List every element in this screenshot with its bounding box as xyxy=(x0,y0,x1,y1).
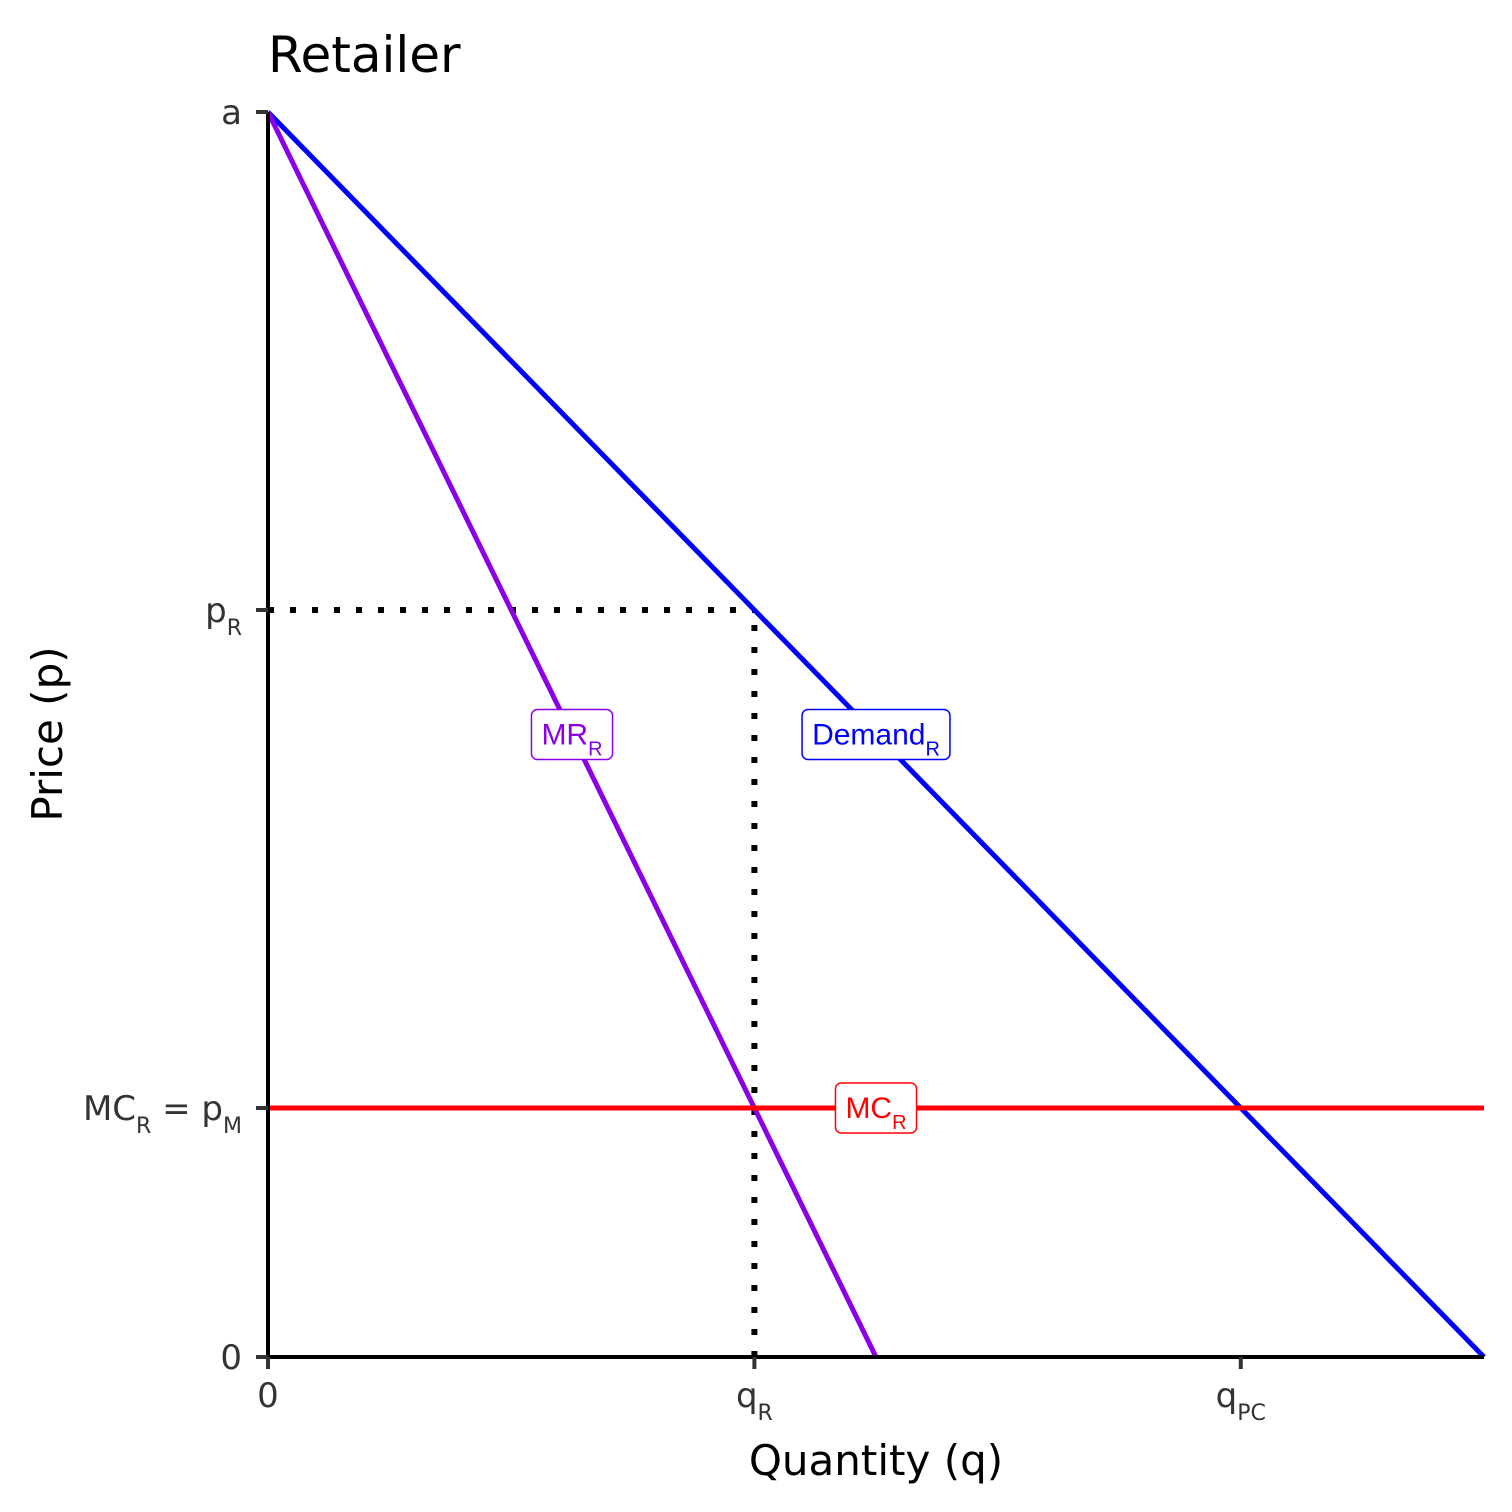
text-subscript: PC xyxy=(1237,1401,1266,1426)
x-tick-label: qR xyxy=(736,1376,773,1426)
x-tick-label: qPC xyxy=(1216,1376,1266,1426)
text-main: a xyxy=(221,93,242,133)
text-subscript: R xyxy=(925,739,939,761)
text-subscript: R xyxy=(227,616,242,641)
text-subscript: R xyxy=(892,1112,906,1134)
curve-label-text: MRR xyxy=(541,719,602,761)
text-main: 0 xyxy=(220,1338,242,1378)
curve-label-text: MCR xyxy=(845,1092,906,1134)
text-subscript: R xyxy=(588,739,602,761)
curve-label-demand: DemandR xyxy=(801,708,951,761)
y-tick-label: MCR = pM xyxy=(83,1089,242,1139)
curve-label-mr: MRR xyxy=(530,708,614,761)
y-tick-label: 0 xyxy=(220,1338,242,1378)
x-axis-title: Quantity (q) xyxy=(749,1436,1003,1485)
curve-label-box xyxy=(530,708,614,761)
text-main: q xyxy=(736,1376,758,1416)
y-tick-label: a xyxy=(221,93,242,133)
text-main: MC xyxy=(83,1089,136,1129)
text-main: q xyxy=(1216,1376,1238,1416)
y-axis-title: Price (p) xyxy=(23,646,72,821)
text-subscript: M xyxy=(223,1114,242,1139)
axes xyxy=(266,112,1484,1359)
text-main: Demand xyxy=(812,719,925,752)
curve-label-box xyxy=(801,708,951,761)
text-subscript: R xyxy=(136,1114,151,1139)
guide-lines xyxy=(268,607,758,1357)
text-main: MC xyxy=(845,1092,892,1125)
curve-label-mc: MCR xyxy=(834,1082,918,1134)
text-main: = p xyxy=(151,1089,223,1129)
text-subscript: R xyxy=(758,1401,773,1426)
text-main: MR xyxy=(541,719,588,752)
y-tick-label: pR xyxy=(205,591,242,641)
curve-label-box xyxy=(834,1082,918,1134)
curve-label-text: DemandR xyxy=(812,719,940,761)
chart-title: Retailer xyxy=(268,26,461,84)
text-main: 0 xyxy=(257,1376,279,1416)
text-main: p xyxy=(205,591,227,631)
x-tick-label: 0 xyxy=(257,1376,279,1416)
